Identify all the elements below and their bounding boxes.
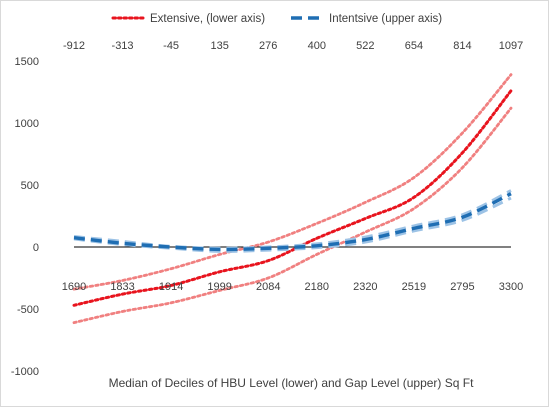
y-tick-label: 1500 [15,56,39,68]
lower-axis-tick-label: 2320 [353,281,377,293]
legend-label-intensive: Intentsive (upper axis) [329,13,442,25]
series-intensive-lower-band [73,196,512,253]
upper-axis-tick-label: 814 [453,40,471,52]
lower-axis-tick-label: 2084 [256,281,280,293]
y-axis-labels: -1000 -500 0 500 1000 1500 [11,56,39,378]
y-tick-label: 500 [21,180,39,192]
upper-axis-tick-label: 135 [210,40,228,52]
upper-axis-tick-label: 522 [356,40,374,52]
series-intensive-upper-band [73,189,512,250]
y-tick-label: -1000 [11,366,39,378]
lower-axis-tick-label: 1690 [62,281,86,293]
lower-axis-labels: 1690 1833 1914 1999 2084 2180 2320 2519 2795 3300 [62,281,523,293]
y-tick-label: 1000 [15,118,39,130]
series-intensive-line [73,192,512,252]
legend-label-extensive: Extensive, (lower axis) [150,13,265,25]
lower-axis-tick-label: 1999 [207,281,231,293]
upper-axis-tick-label: -313 [112,40,134,52]
y-tick-label: 0 [33,242,39,254]
upper-axis-tick-label: 276 [259,40,277,52]
legend: Extensive, (lower axis) Intentsive (uppe… [111,13,442,25]
upper-axis-tick-label: 400 [308,40,326,52]
lower-axis-tick-label: 3300 [499,281,523,293]
x-axis-title: Median of Deciles of HBU Level (lower) a… [109,376,475,390]
lower-axis-tick-label: 1833 [110,281,134,293]
upper-axis-tick-label: -45 [163,40,179,52]
upper-axis-tick-label: 1097 [499,40,523,52]
lower-axis-tick-label: 2519 [402,281,426,293]
series-extensive-lower-band [72,106,513,325]
upper-axis-labels: -912 -313 -45 135 276 400 522 654 814 1097 [63,40,523,52]
lower-axis-tick-label: 2795 [450,281,474,293]
series-extensive-upper-band [72,73,513,291]
y-tick-label: -500 [17,304,39,316]
lower-axis-tick-label: 1914 [159,281,183,293]
series-extensive-line [72,89,513,307]
lower-axis-tick-label: 2180 [305,281,329,293]
upper-axis-tick-label: -912 [63,40,85,52]
series-layer [72,73,513,325]
upper-axis-tick-label: 654 [405,40,423,52]
